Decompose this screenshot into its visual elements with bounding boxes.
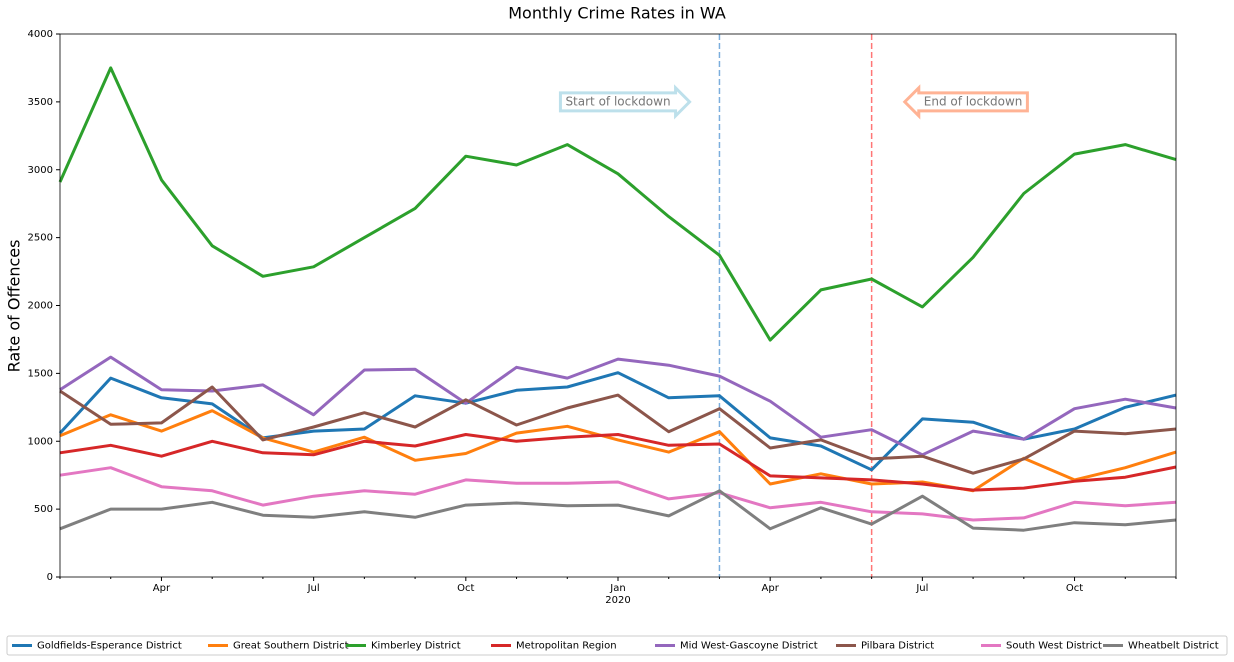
- x-tick-label: Jul: [307, 583, 320, 594]
- y-tick-label: 1500: [28, 368, 53, 379]
- series-line: [58, 371, 1177, 472]
- annotation-arrow: [558, 84, 692, 120]
- x-tick-label: Jul: [915, 583, 928, 594]
- legend-label: Kimberley District: [371, 641, 461, 652]
- y-tick-label: 3000: [28, 165, 53, 176]
- series-line: [59, 355, 1177, 457]
- legend-label: Pilbara District: [861, 641, 934, 652]
- y-tick-label: 1000: [28, 436, 53, 447]
- chart-title: Monthly Crime Rates in WA: [508, 4, 726, 23]
- series-line: [59, 433, 1177, 492]
- series-line: [59, 409, 1177, 493]
- y-tick-label: 4000: [28, 29, 53, 40]
- legend-label: Goldfields-Esperance District: [37, 641, 182, 652]
- x-tick-label: Oct: [457, 583, 474, 594]
- series-line: [59, 489, 1177, 532]
- y-axis-label: Rate of Offences: [5, 240, 24, 373]
- y-tick-label: 2000: [28, 301, 53, 312]
- legend: Goldfields-Esperance District Great South…: [6, 635, 1228, 656]
- legend-label: Metropolitan Region: [516, 641, 617, 652]
- y-tick-label: 2500: [28, 233, 53, 244]
- annotation-text: Start of lockdown: [565, 94, 670, 108]
- plot-frame: [59, 33, 1177, 578]
- annotation-arrow: [902, 84, 1029, 120]
- x-tick-label: Oct: [1066, 583, 1083, 594]
- x-tick-label: Jan 2020: [605, 583, 630, 606]
- legend-box: [6, 635, 1228, 656]
- legend-label: Wheatbelt District: [1128, 641, 1219, 652]
- legend-label: Great Southern District: [233, 641, 349, 652]
- y-tick-label: 0: [47, 572, 53, 583]
- series-line: [59, 466, 1177, 522]
- series-line: [59, 385, 1177, 475]
- y-tick-label: 500: [34, 504, 53, 515]
- annotation-text: End of lockdown: [924, 94, 1023, 108]
- legend-label: South West District: [1006, 641, 1102, 652]
- series-line: [58, 66, 1177, 342]
- legend-label: Mid West-Gascoyne District: [680, 641, 818, 652]
- y-tick-label: 3500: [28, 97, 53, 108]
- x-tick-label: Apr: [153, 583, 171, 594]
- x-tick-label: Apr: [762, 583, 780, 594]
